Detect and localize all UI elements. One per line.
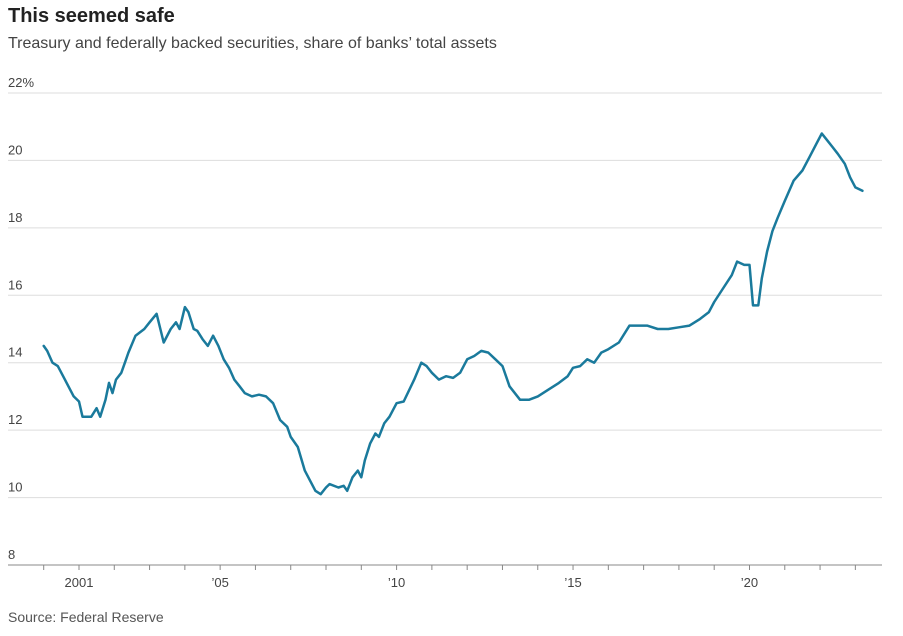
x-tick-label: ’05 — [211, 575, 228, 590]
chart-subtitle: Treasury and federally backed securities… — [8, 35, 497, 52]
source-note: Source: Federal Reserve — [8, 609, 164, 625]
series-line — [42, 132, 864, 496]
y-tick-label: 20 — [8, 142, 22, 157]
y-tick-label: 10 — [8, 480, 22, 495]
y-tick-label: 8 — [8, 547, 15, 562]
x-tick-label: 2001 — [65, 575, 94, 590]
gridlines — [8, 92, 882, 566]
chart-title: This seemed safe — [8, 5, 175, 27]
y-tick-label: 18 — [8, 210, 22, 225]
x-tick-label: ’20 — [741, 575, 758, 590]
x-tick-label: ’15 — [564, 575, 581, 590]
y-tick-label: 16 — [8, 277, 22, 292]
y-axis-ticks: 22% 20 18 16 14 12 10 8 — [8, 75, 34, 562]
x-tick-label: ’10 — [388, 575, 405, 590]
x-axis-ticks: 2001 ’05 ’10 ’15 ’20 — [43, 565, 856, 590]
y-tick-label: 22% — [8, 75, 34, 90]
y-tick-label: 12 — [8, 412, 22, 427]
y-tick-label: 14 — [8, 345, 22, 360]
series-group — [42, 132, 864, 496]
